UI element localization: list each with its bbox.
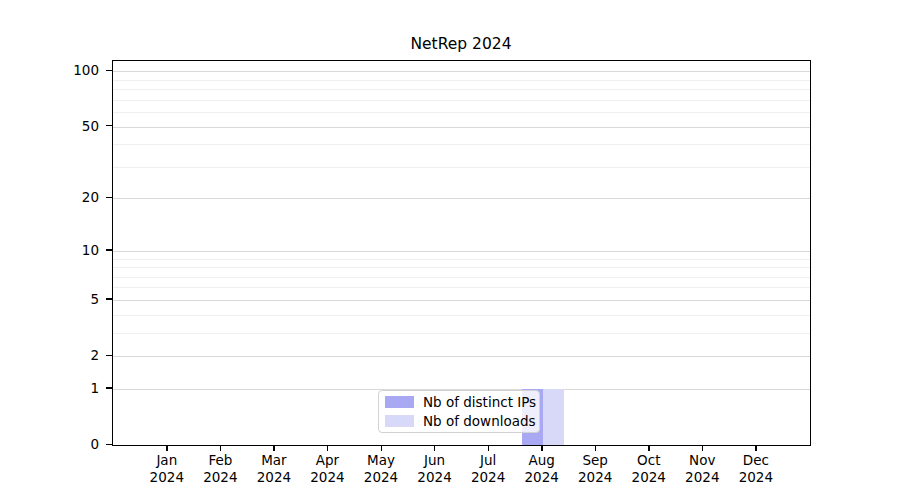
y-tick-label: 20 <box>55 189 99 205</box>
y-gridline-minor <box>113 333 810 334</box>
y-gridline-minor <box>113 277 810 278</box>
x-tick-label: Apr2024 <box>299 452 355 485</box>
y-tick-label: 1 <box>55 380 99 396</box>
y-gridline-minor <box>113 267 810 268</box>
x-tick-mark <box>327 446 328 451</box>
y-gridline-minor <box>113 167 810 168</box>
x-tick-mark <box>166 446 167 451</box>
x-tick-label: Jul2024 <box>460 452 516 485</box>
y-tick-mark <box>106 249 112 250</box>
y-tick-label: 5 <box>55 291 99 307</box>
y-tick-label: 0 <box>55 436 99 452</box>
y-gridline-major <box>113 71 810 72</box>
x-tick-mark <box>381 446 382 451</box>
x-tick-label: Oct2024 <box>621 452 677 485</box>
y-gridline-major <box>113 198 810 199</box>
chart-title: NetRep 2024 <box>112 35 810 53</box>
legend-item-label: Nb of distinct IPs <box>423 394 536 410</box>
y-gridline-major <box>113 251 810 252</box>
bar-downloads <box>543 389 564 445</box>
y-tick-mark <box>106 197 112 198</box>
y-tick-mark <box>106 444 112 445</box>
y-tick-mark <box>106 387 112 388</box>
y-tick-mark <box>106 70 112 71</box>
x-tick-mark <box>220 446 221 451</box>
x-tick-mark <box>595 446 596 451</box>
y-tick-label: 100 <box>55 62 99 78</box>
y-gridline-minor <box>113 89 810 90</box>
x-tick-mark <box>273 446 274 451</box>
x-tick-mark <box>648 446 649 451</box>
x-tick-mark <box>702 446 703 451</box>
legend-item: Nb of distinct IPs <box>385 393 533 412</box>
y-gridline-major <box>113 356 810 357</box>
x-tick-label: Dec2024 <box>728 452 784 485</box>
y-gridline-minor <box>113 287 810 288</box>
y-gridline-minor <box>113 100 810 101</box>
y-tick-label: 2 <box>55 347 99 363</box>
x-tick-label: Nov2024 <box>674 452 730 485</box>
x-tick-mark <box>488 446 489 451</box>
y-tick-label: 10 <box>55 242 99 258</box>
legend-item-label: Nb of downloads <box>423 413 536 429</box>
y-tick-mark <box>106 125 112 126</box>
legend: Nb of distinct IPs Nb of downloads <box>378 390 540 433</box>
y-tick-mark <box>106 298 112 299</box>
distinct-ips-swatch-icon <box>385 396 414 408</box>
x-tick-label: Feb2024 <box>192 452 248 485</box>
x-tick-label: Aug2024 <box>514 452 570 485</box>
x-tick-label: Mar2024 <box>246 452 302 485</box>
plot-area: Nb of distinct IPs Nb of downloads <box>112 60 811 446</box>
x-tick-mark <box>541 446 542 451</box>
x-tick-mark <box>434 446 435 451</box>
x-tick-label: Jan2024 <box>139 452 195 485</box>
y-gridline-major <box>113 300 810 301</box>
y-gridline-minor <box>113 315 810 316</box>
y-gridline-minor <box>113 112 810 113</box>
x-tick-mark <box>755 446 756 451</box>
x-tick-label: Sep2024 <box>567 452 623 485</box>
y-gridline-major <box>113 127 810 128</box>
y-gridline-minor <box>113 144 810 145</box>
x-tick-label: May2024 <box>353 452 409 485</box>
legend-item: Nb of downloads <box>385 412 533 431</box>
downloads-swatch-icon <box>385 415 414 427</box>
y-tick-label: 50 <box>55 118 99 134</box>
y-gridline-minor <box>113 259 810 260</box>
x-tick-label: Jun2024 <box>407 452 463 485</box>
y-tick-mark <box>106 355 112 356</box>
y-gridline-minor <box>113 80 810 81</box>
chart-figure: NetRep 2024 Nb of distinct IPs Nb of down… <box>0 0 900 500</box>
